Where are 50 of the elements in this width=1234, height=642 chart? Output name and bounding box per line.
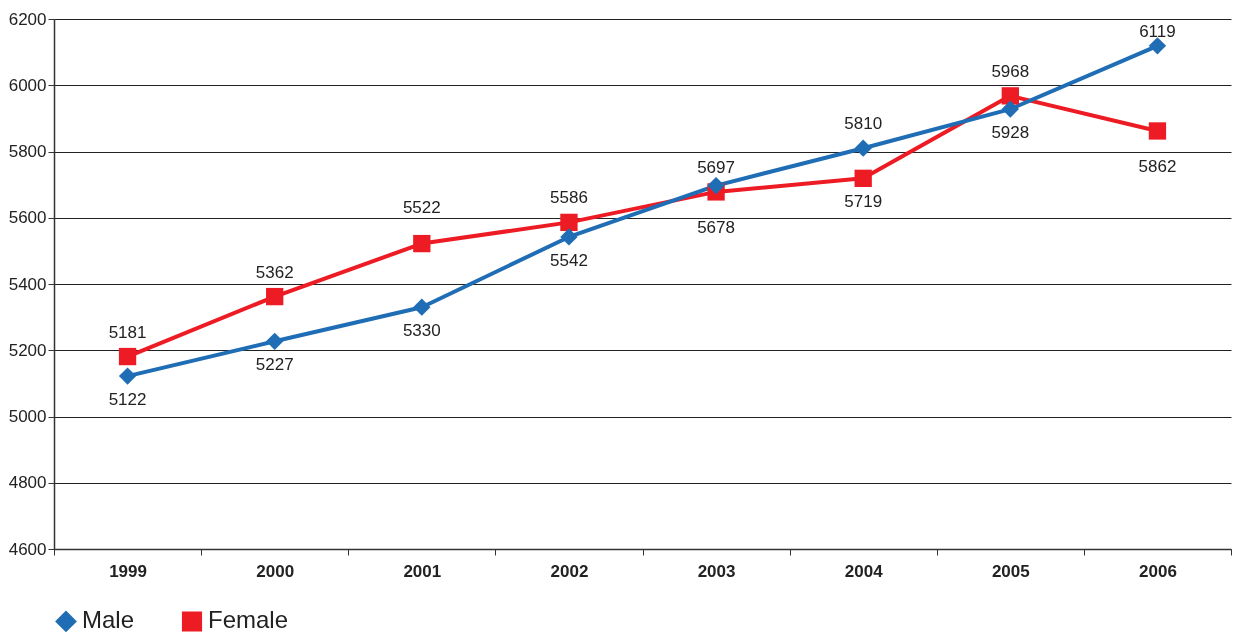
- point: [1001, 87, 1019, 105]
- point: [413, 234, 431, 253]
- legend-label: Female: [208, 606, 289, 634]
- legend-label: Male: [82, 606, 135, 634]
- y-tick-label: 6000: [8, 75, 47, 95]
- y-tick-label: 4600: [8, 539, 47, 559]
- y-tick-label: 6200: [8, 9, 47, 29]
- data-label: 5586: [550, 188, 588, 208]
- y-tick-label: 5800: [8, 142, 47, 161]
- data-label: 5862: [1138, 156, 1177, 176]
- y-tick-label: 5400: [8, 274, 47, 294]
- point: [1001, 100, 1019, 118]
- x-tick-label: 2001: [403, 561, 442, 581]
- y-tick-label: 5600: [8, 208, 47, 228]
- data-label: 5522: [402, 197, 441, 217]
- point: [118, 367, 137, 385]
- data-label: 5678: [697, 217, 735, 237]
- point: [413, 298, 431, 316]
- data-label: 5928: [991, 123, 1030, 143]
- data-label: 5810: [844, 114, 883, 134]
- point: [266, 332, 284, 350]
- point: [854, 169, 872, 187]
- data-label: 5697: [697, 157, 735, 177]
- x-tick-label: 2003: [697, 561, 736, 581]
- x-tick-label: 2005: [991, 561, 1030, 581]
- point: [118, 347, 137, 366]
- point: [1148, 122, 1167, 140]
- y-tick-label: 4800: [8, 473, 47, 493]
- point: [560, 213, 578, 232]
- x-tick-label: 2002: [550, 561, 589, 581]
- x-tick-label: 2004: [844, 561, 884, 581]
- data-label: 5227: [255, 355, 294, 375]
- x-tick-label: 2000: [256, 561, 295, 581]
- point: [1148, 37, 1167, 55]
- data-label: 5181: [108, 322, 147, 342]
- data-label: 5362: [255, 262, 294, 282]
- data-label: 5122: [108, 390, 147, 410]
- point: [560, 228, 578, 246]
- point: [854, 139, 872, 157]
- y-tick-label: 5000: [8, 407, 47, 426]
- point: [707, 176, 725, 195]
- data-label: 6119: [1139, 21, 1176, 41]
- point: [266, 287, 284, 306]
- data-label: 5542: [550, 250, 588, 270]
- data-label: 5719: [844, 192, 883, 212]
- x-tick-label: 2006: [1139, 561, 1177, 581]
- data-label: 5968: [991, 61, 1030, 81]
- x-tick-label: 1999: [109, 561, 147, 581]
- y-tick-label: 5200: [8, 340, 47, 360]
- data-label: 5330: [402, 321, 441, 341]
